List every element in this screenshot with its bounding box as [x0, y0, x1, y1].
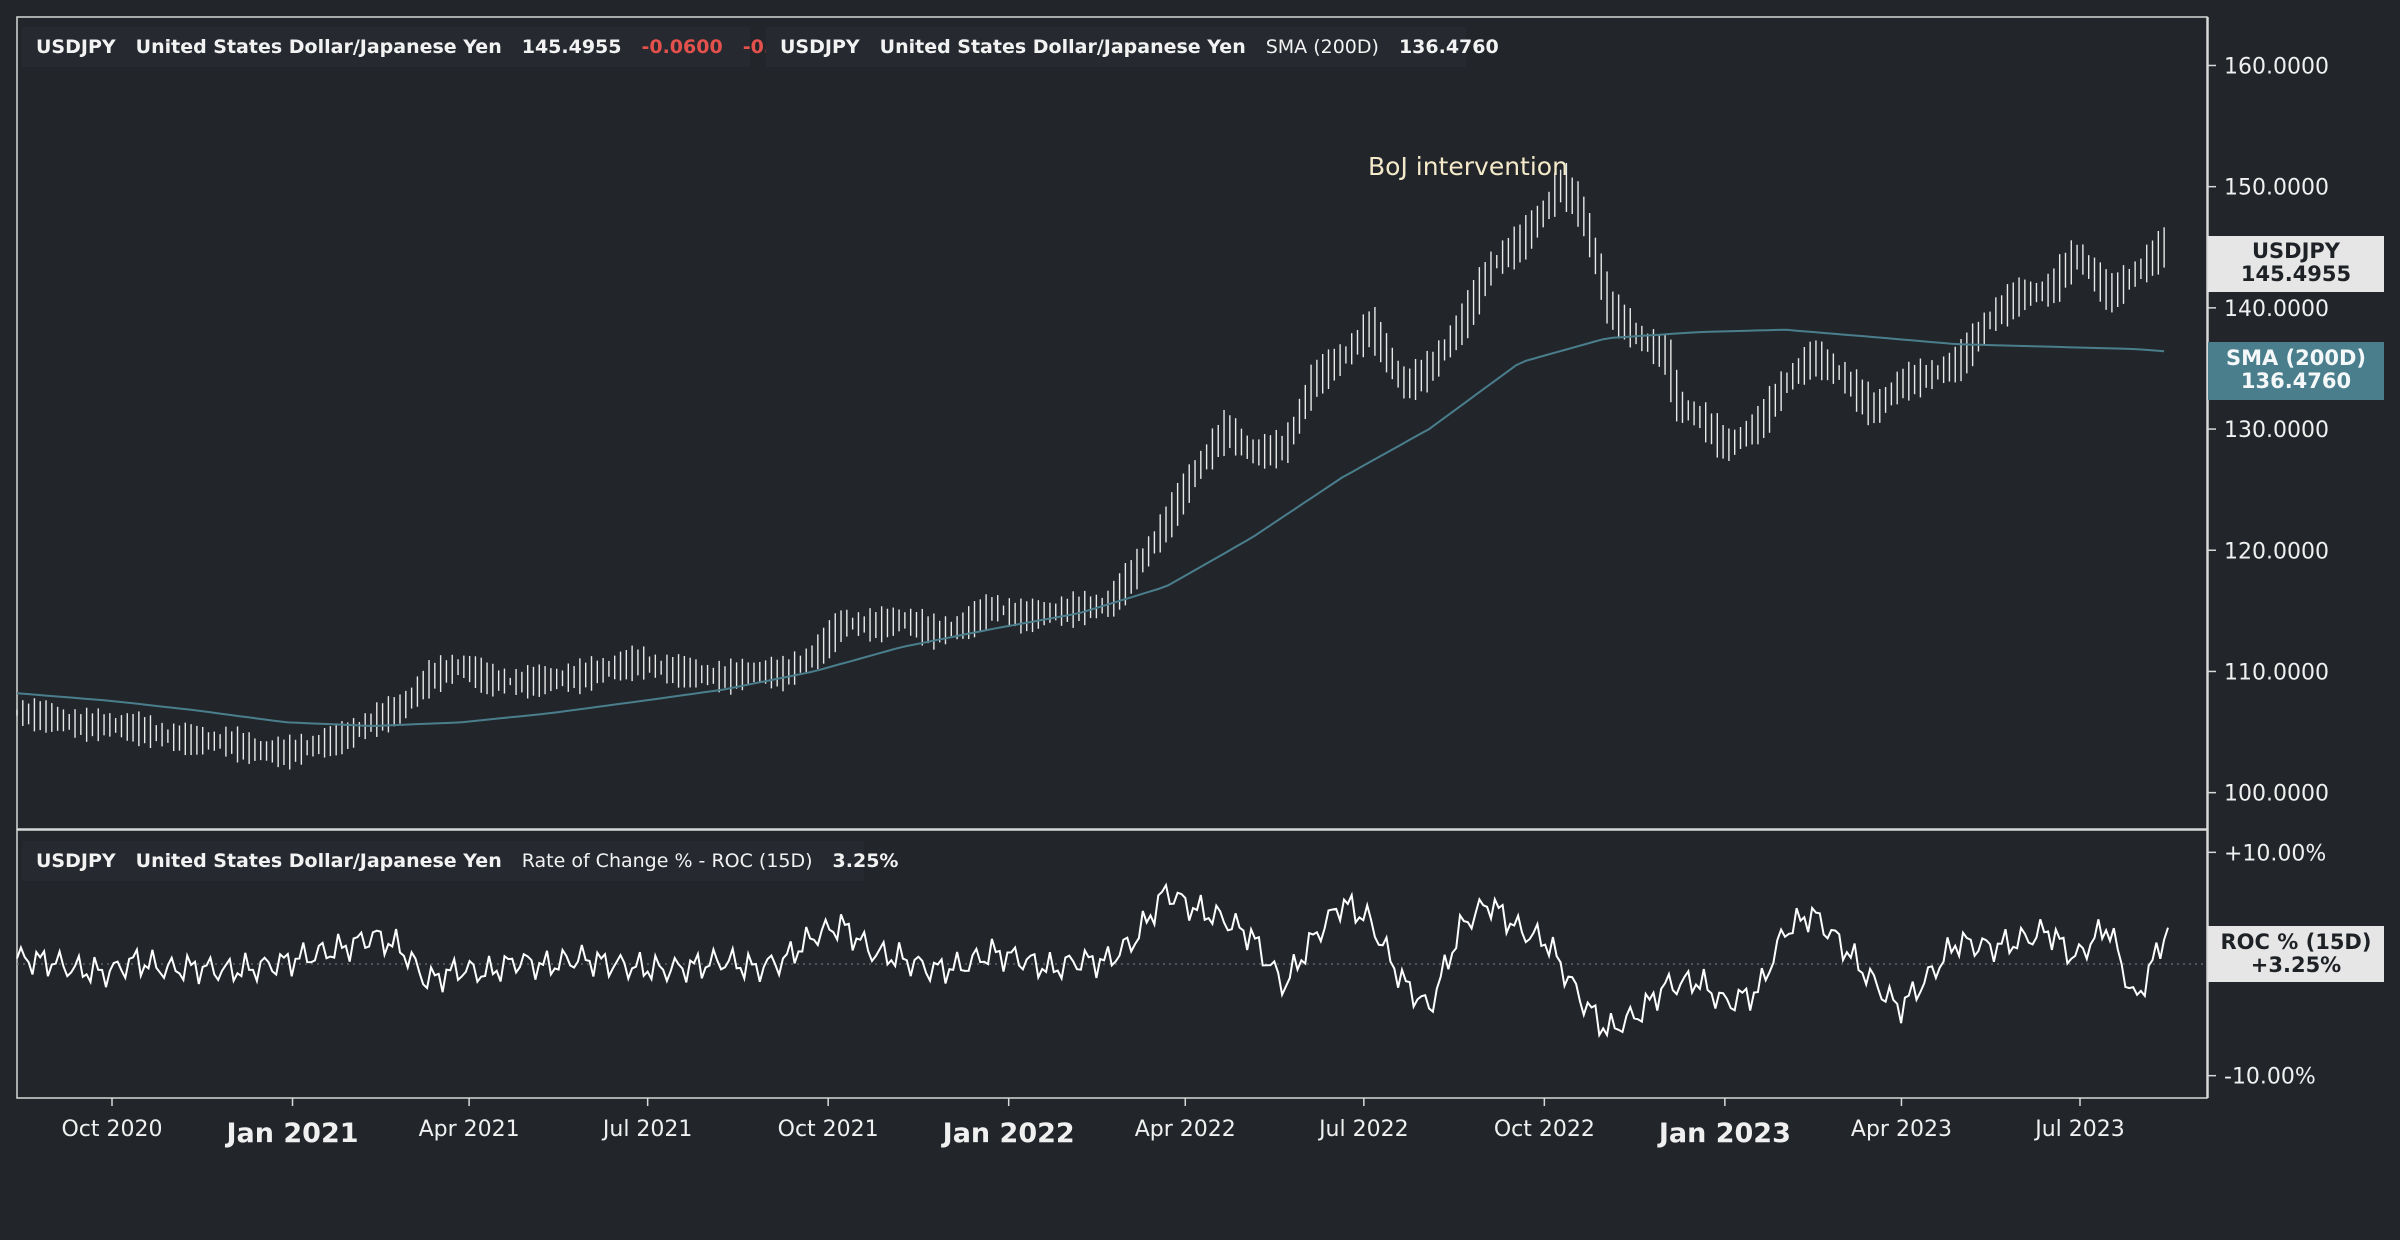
- price-bars[interactable]: [16, 162, 2165, 770]
- sma-200d-line[interactable]: [16, 328, 2165, 727]
- price-axis-ticks[interactable]: 100.0000 110.0000 120.0000 130.0000 140.0000…: [2208, 54, 2329, 807]
- roc-tag-label: ROC % (15D): [2220, 930, 2372, 954]
- price-tick-label: 140.0000: [2224, 297, 2329, 322]
- legend-main-last: 145.4955: [521, 36, 622, 58]
- time-tick-label: Jul 2023: [2033, 1117, 2125, 1142]
- roc-tag-value: +3.25%: [2250, 953, 2342, 977]
- price-tag-label: USDJPY: [2251, 239, 2341, 263]
- price-last-tag: USDJPY 145.4955: [2208, 236, 2384, 292]
- time-tick-label: Jul 2022: [1317, 1117, 1409, 1142]
- legend-sma-name: United States Dollar/Japanese Yen: [879, 36, 1246, 58]
- legend-sma-symbol: USDJPY: [780, 36, 860, 58]
- time-tick-label: Oct 2022: [1494, 1117, 1595, 1142]
- time-tick-label: Apr 2022: [1135, 1117, 1236, 1142]
- roc-last-tag: ROC % (15D) +3.25%: [2208, 926, 2384, 982]
- price-tick-label: 160.0000: [2224, 54, 2329, 79]
- price-tick-label: 120.0000: [2224, 539, 2329, 564]
- time-tick-label: Apr 2021: [419, 1117, 520, 1142]
- legend-roc-symbol: USDJPY: [36, 850, 116, 872]
- legend-roc-value: 3.25%: [832, 850, 899, 872]
- price-tick-label: 150.0000: [2224, 176, 2329, 201]
- legend-roc-study: Rate of Change % - ROC (15D): [521, 850, 813, 872]
- price-tag-value: 145.4955: [2240, 262, 2352, 286]
- time-tick-label: Jan 2023: [1657, 1118, 1791, 1149]
- time-axis-ticks[interactable]: Oct 2020 Jan 2021 Apr 2021 Jul 2021 Oct 2021…: [61, 1098, 2125, 1149]
- legend-main-symbol: USDJPY: [36, 36, 116, 58]
- price-tick-label: 100.0000: [2224, 782, 2329, 807]
- sma-last-tag: SMA (200D) 136.4760: [2208, 342, 2384, 400]
- time-tick-label: Jan 2022: [941, 1118, 1075, 1149]
- time-tick-label: Jan 2021: [224, 1118, 358, 1149]
- roc-15d-line[interactable]: [16, 882, 2169, 1039]
- legend-sma[interactable]: USDJPY United States Dollar/Japanese Yen…: [766, 27, 1499, 67]
- price-tick-label: 130.0000: [2224, 418, 2329, 443]
- sma-tag-label: SMA (200D): [2225, 346, 2367, 370]
- time-tick-label: Oct 2020: [61, 1117, 162, 1142]
- legend-roc-name: United States Dollar/Japanese Yen: [135, 850, 502, 872]
- price-pane-frame: [16, 16, 2208, 830]
- time-tick-label: Oct 2021: [778, 1117, 879, 1142]
- time-tick-label: Apr 2023: [1851, 1117, 1952, 1142]
- legend-roc[interactable]: USDJPY United States Dollar/Japanese Yen…: [22, 841, 898, 881]
- legend-sma-value: 136.4760: [1398, 36, 1499, 58]
- sma-tag-value: 136.4760: [2240, 369, 2352, 393]
- legend-sma-study: SMA (200D): [1265, 36, 1379, 58]
- roc-tick-label: -10.00%: [2224, 1065, 2316, 1090]
- roc-tick-label: +10.00%: [2224, 841, 2326, 866]
- legend-main-change: -0.0600: [641, 36, 723, 58]
- price-tick-label: 110.0000: [2224, 660, 2329, 685]
- boj-intervention-annotation: BoJ intervention: [1368, 152, 1568, 181]
- time-tick-label: Jul 2021: [601, 1117, 693, 1142]
- legend-main-name: United States Dollar/Japanese Yen: [135, 36, 502, 58]
- legend-main[interactable]: USDJPY United States Dollar/Japanese Yen…: [22, 27, 809, 67]
